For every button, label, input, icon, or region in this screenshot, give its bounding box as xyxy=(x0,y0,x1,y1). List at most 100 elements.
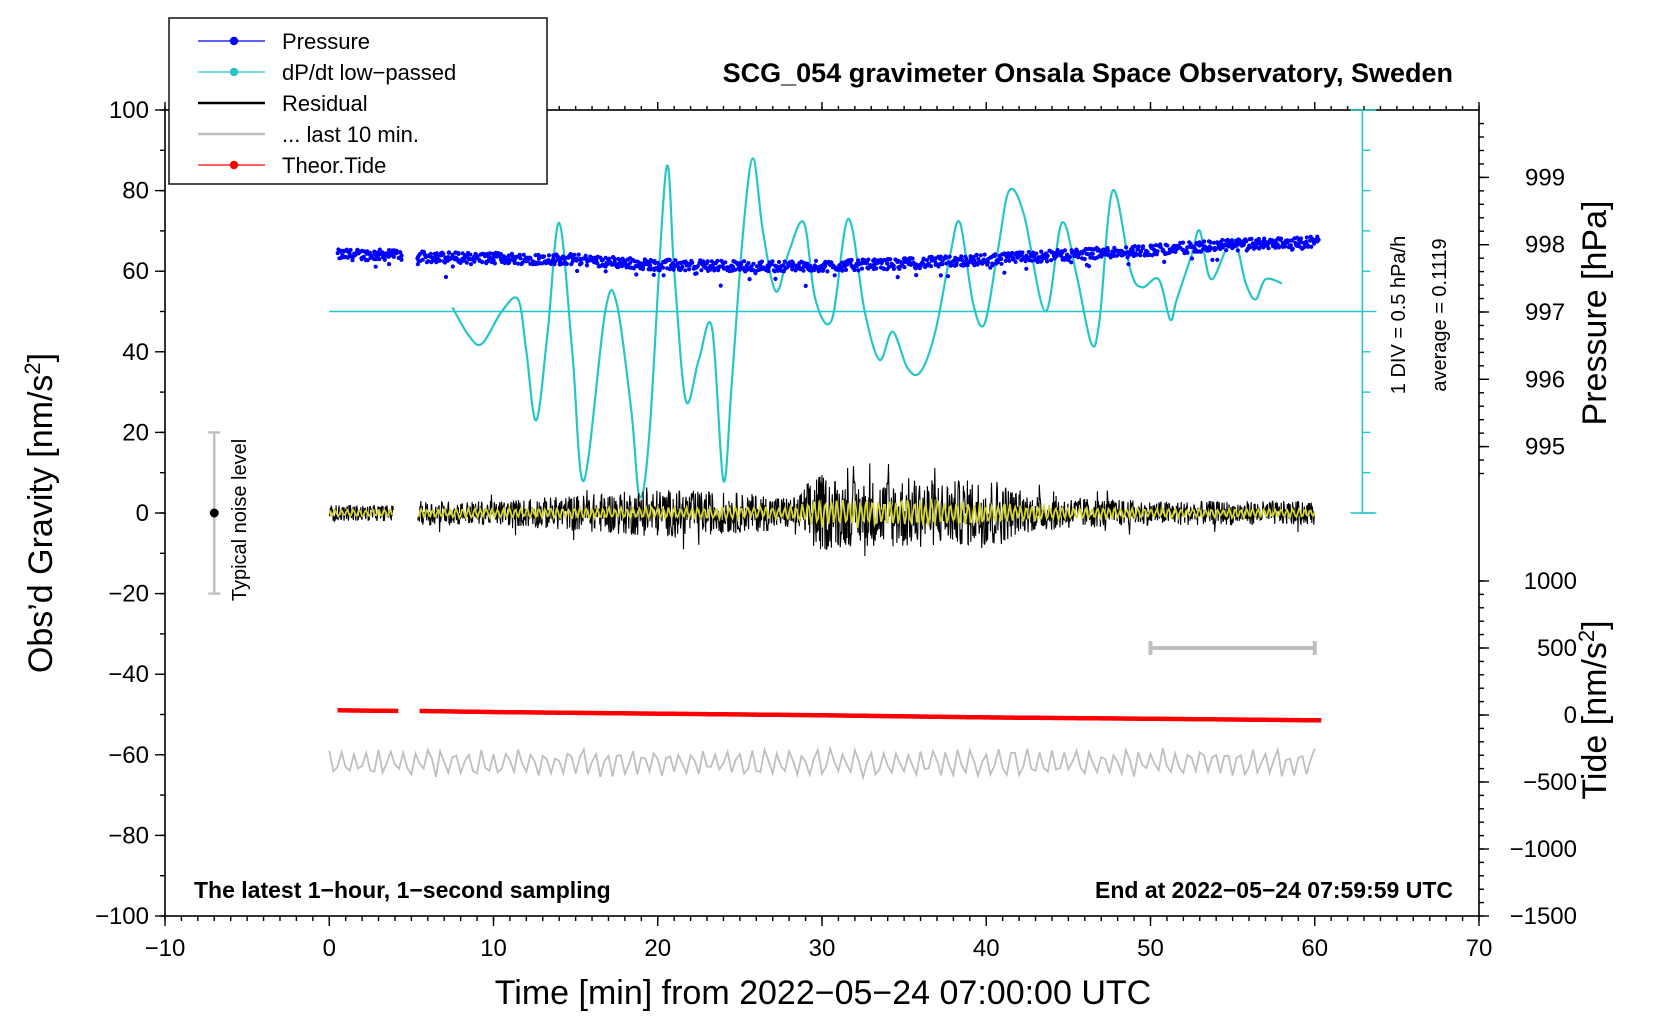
pressure-point xyxy=(1069,260,1074,265)
pressure-point xyxy=(443,274,449,280)
pressure-point xyxy=(924,258,930,263)
pressure-point xyxy=(1152,248,1157,253)
dpdt-average-label: average = 0.1119 xyxy=(1429,238,1451,391)
pressure-point xyxy=(434,251,439,256)
pressure-point xyxy=(866,257,871,262)
pressure-point xyxy=(377,257,382,262)
y-tick-label: −20 xyxy=(108,581,149,608)
pressure-point xyxy=(671,267,676,272)
pressure-point xyxy=(1222,242,1227,247)
legend-label-2: Residual xyxy=(282,91,368,116)
pressure-point xyxy=(1139,249,1144,254)
pressure-point xyxy=(812,263,817,268)
pressure-point xyxy=(415,262,420,267)
pressure-point xyxy=(572,252,577,257)
pressure-point xyxy=(730,264,736,269)
pressure-point xyxy=(1305,243,1310,248)
pressure-point xyxy=(653,261,658,266)
tide-tick-label: −1500 xyxy=(1510,903,1577,930)
pressure-point xyxy=(712,266,717,271)
pressure-point xyxy=(974,252,979,257)
legend-marker-0 xyxy=(229,36,239,46)
legend-marker-1 xyxy=(229,67,239,77)
pressure-point xyxy=(521,252,526,257)
pressure-point xyxy=(1241,242,1246,248)
pressure-point xyxy=(661,273,666,278)
pressure-point xyxy=(386,248,392,253)
pressure-point xyxy=(350,258,355,263)
pressure-point xyxy=(895,275,900,280)
dpdt-layer xyxy=(329,109,1377,514)
pressure-point xyxy=(1138,253,1143,258)
last10-series-line xyxy=(328,745,1316,781)
pressure-point xyxy=(387,253,393,258)
pressure-point xyxy=(703,265,709,271)
pressure-point xyxy=(745,267,750,272)
pressure-point xyxy=(1215,257,1220,262)
pressure-point xyxy=(1045,259,1050,264)
pressure-point xyxy=(856,268,861,273)
dpdt-series-line xyxy=(451,157,1283,499)
pressure-point xyxy=(506,253,511,258)
y-axis-title-pressure: Pressure [hPa] xyxy=(1576,201,1614,426)
pressure-point xyxy=(603,255,608,260)
pressure-point xyxy=(733,267,738,272)
pressure-point xyxy=(373,264,378,269)
pressure-tick-label: 996 xyxy=(1525,366,1565,393)
residual-layer xyxy=(328,463,1316,557)
pressure-point xyxy=(746,261,751,266)
x-tick-label: 30 xyxy=(809,935,836,962)
pressure-point xyxy=(472,259,477,264)
noise-bar-center-dot xyxy=(209,508,219,518)
pressure-point xyxy=(886,264,892,270)
pressure-point xyxy=(965,263,970,268)
pressure-point xyxy=(1125,255,1130,260)
pressure-point xyxy=(1150,243,1155,249)
pressure-point xyxy=(990,261,995,266)
pressure-point xyxy=(528,256,533,261)
pressure-point xyxy=(747,277,752,282)
pressure-point xyxy=(680,264,685,269)
pressure-point xyxy=(1039,258,1044,264)
pressure-point xyxy=(850,264,855,269)
pressure-point xyxy=(999,256,1004,261)
pressure-tick-label: 995 xyxy=(1525,434,1565,461)
pressure-point xyxy=(874,266,879,271)
pressure-point xyxy=(751,261,756,266)
pressure-point xyxy=(579,261,584,266)
pressure-point xyxy=(766,269,771,274)
legend-label-3: ... last 10 min. xyxy=(282,122,419,147)
pressure-point xyxy=(1026,249,1031,255)
pressure-point xyxy=(553,259,558,264)
end-time-note: End at 2022−05−24 07:59:59 UTC xyxy=(1095,877,1453,903)
pressure-point xyxy=(541,254,547,259)
pressure-point xyxy=(382,257,387,262)
tide-layer xyxy=(337,708,1322,723)
pressure-point xyxy=(1165,243,1170,248)
pressure-point xyxy=(1278,236,1284,241)
pressure-point xyxy=(959,254,964,259)
pressure-point xyxy=(660,265,666,270)
pressure-point xyxy=(398,250,403,255)
chart-title: SCG_054 gravimeter Onsala Space Observat… xyxy=(723,58,1453,88)
tide-series-line xyxy=(337,708,1322,723)
legend-label-0: Pressure xyxy=(282,29,370,54)
x-tick-label: 70 xyxy=(1466,935,1493,962)
pressure-point xyxy=(1189,256,1195,261)
y-tick-label: 20 xyxy=(122,419,149,446)
pressure-point xyxy=(620,264,625,269)
pressure-point xyxy=(583,256,589,261)
x-tick-label: 20 xyxy=(644,935,671,962)
x-axis-title: Time [min] from 2022−05−24 07:00:00 UTC xyxy=(495,974,1151,1012)
pressure-point xyxy=(464,260,469,265)
pressure-point xyxy=(492,261,497,266)
pressure-point xyxy=(683,268,688,273)
pressure-point xyxy=(612,257,617,262)
pressure-point xyxy=(1244,239,1249,244)
pressure-point xyxy=(546,253,552,258)
pressure-point xyxy=(832,273,837,278)
pressure-point xyxy=(1011,256,1016,261)
pressure-point xyxy=(450,264,455,269)
pressure-point xyxy=(657,268,662,273)
tide-tick-label: −1000 xyxy=(1510,836,1577,863)
